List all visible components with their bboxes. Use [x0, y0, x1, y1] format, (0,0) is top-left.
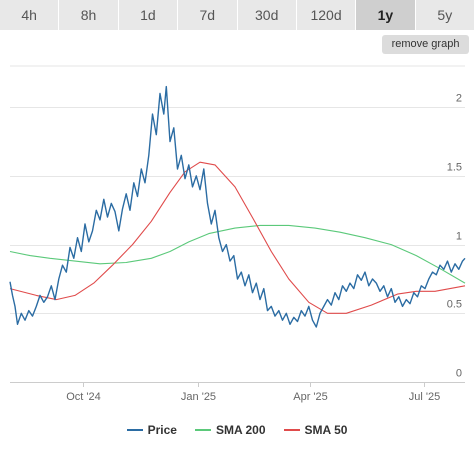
series-line-price: [9, 85, 466, 328]
legend-label-price: Price: [147, 423, 177, 437]
remove-graph-button[interactable]: remove graph: [382, 35, 469, 54]
series-line-sma-200: [9, 224, 466, 284]
tab-7d[interactable]: 7d: [178, 0, 238, 30]
legend-swatch-price: [126, 429, 143, 431]
legend-label-sma-200: SMA 200: [215, 423, 266, 437]
legend-swatch-sma-50: [283, 429, 300, 431]
legend-label-sma-50: SMA 50: [304, 423, 348, 437]
legend-item-price[interactable]: Price: [126, 423, 177, 437]
tab-5y[interactable]: 5y: [415, 0, 474, 30]
y-tick-label: 0.5: [447, 299, 462, 311]
legend-item-sma-50[interactable]: SMA 50: [283, 423, 348, 437]
tab-120d[interactable]: 120d: [296, 0, 357, 30]
y-tick-label: 2: [456, 93, 462, 105]
series-line-sma-50: [9, 161, 466, 314]
x-tick-label: Apr '25: [293, 391, 328, 403]
tab-1y[interactable]: 1y: [356, 0, 416, 30]
y-tick-label: 1.5: [447, 162, 462, 174]
y-tick-label: 0: [456, 368, 462, 380]
legend-item-sma-200[interactable]: SMA 200: [194, 423, 266, 437]
tab-8h[interactable]: 8h: [59, 0, 119, 30]
tab-1d[interactable]: 1d: [118, 0, 179, 30]
time-range-tabs: 4h 8h 1d 7d 30d 120d 1y 5y: [0, 0, 474, 30]
x-tick-label: Jan '25: [181, 391, 216, 403]
price-chart: 0 0.5 1 1.5 2 Oct '24 Jan '25 Apr '25 Jul '25: [9, 65, 466, 403]
x-tick-label: Jul '25: [409, 391, 440, 403]
chart-legend: Price SMA 200 SMA 50: [0, 421, 474, 439]
y-tick-label: 1: [456, 231, 462, 243]
tab-4h[interactable]: 4h: [0, 0, 60, 30]
legend-swatch-sma-200: [194, 429, 211, 431]
tab-30d[interactable]: 30d: [237, 0, 297, 30]
x-tick-label: Oct '24: [66, 391, 101, 403]
